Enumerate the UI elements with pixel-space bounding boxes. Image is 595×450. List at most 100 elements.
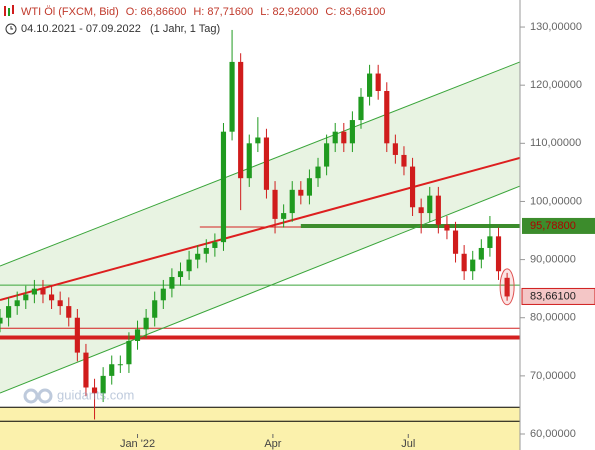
candle-body: [401, 154, 407, 167]
candle-body: [186, 259, 192, 272]
candle-body: [332, 131, 338, 144]
candle-body: [418, 207, 424, 214]
chart-title: WTI Öl (FXCM, Bid): [21, 6, 119, 18]
candle-body: [66, 306, 72, 318]
y-tick-label: 80,00000: [530, 312, 576, 324]
watermark-text: guidants.com: [57, 387, 134, 402]
candle-body: [6, 306, 12, 318]
candle-body: [255, 137, 261, 144]
x-tick-label: Apr: [264, 438, 281, 450]
zone: [0, 407, 520, 450]
candle-body: [392, 143, 398, 155]
y-tick-label: 110,00000: [530, 137, 581, 149]
candle-body: [134, 329, 141, 341]
icon: [8, 8, 10, 16]
candle-body: [349, 120, 355, 144]
candle-body: [289, 189, 295, 214]
candle-body: [444, 224, 450, 231]
candle-body: [452, 230, 459, 254]
last-price-label: 83,66100: [530, 290, 576, 302]
candle-body: [143, 317, 149, 330]
candle-body: [495, 236, 502, 272]
candle-body: [306, 178, 312, 196]
ohlc-label: H: 87,71600: [193, 6, 253, 18]
period: (1 Jahr, 1 Tag): [150, 23, 220, 35]
candle-body: [169, 277, 175, 289]
x-tick-label: Jan '22: [120, 438, 155, 450]
y-tick-label: 90,00000: [530, 253, 576, 265]
candle-body: [195, 253, 201, 260]
candle-body: [57, 300, 63, 307]
icon: [4, 6, 6, 16]
candle-body: [246, 143, 252, 179]
candle-body: [177, 271, 184, 278]
candle-body: [203, 247, 209, 254]
candle-body: [272, 189, 278, 219]
candle-body: [212, 242, 218, 248]
y-tick-label: 100,00000: [530, 195, 582, 207]
candle-body: [367, 73, 373, 97]
level-label: 95,78800: [530, 220, 576, 232]
candle-body: [298, 189, 304, 196]
candle-body: [478, 247, 484, 260]
candle-body: [83, 352, 89, 388]
icon: [12, 5, 14, 14]
plot-area: Jan '22 Apr Jul: [0, 29, 521, 450]
candle-body: [409, 166, 416, 208]
clock-icon: [10, 26, 13, 30]
y-axis: 60,00000 70,00000 80,00000 90,00000 100,0000…: [520, 21, 595, 440]
date-range: 04.10.2021 - 07.09.2022: [21, 23, 141, 35]
candle-body: [160, 288, 166, 301]
highlight: [499, 268, 515, 306]
clock-icon: [5, 23, 17, 35]
header: WTI Öl (FXCM, Bid) O: 86,86600 H: 87,7160…: [4, 5, 385, 35]
candle-body: [315, 166, 321, 179]
y-tick-label: 70,00000: [530, 370, 576, 382]
candle-body: [109, 364, 115, 376]
candle-body: [91, 387, 98, 394]
candle-body: [126, 340, 132, 365]
y-tick-label: 120,00000: [530, 79, 582, 91]
candle-body: [341, 131, 347, 144]
ohlc-label: L: 82,92000: [260, 6, 318, 18]
candle-body: [220, 131, 227, 243]
watermark: guidants.com: [23, 387, 134, 404]
candle-body: [48, 294, 55, 301]
candle-body: [263, 137, 270, 190]
ohlc-label: C: 83,66100: [325, 6, 385, 18]
candle-body: [31, 288, 37, 295]
candle-body: [40, 288, 46, 295]
candle-body: [281, 213, 287, 219]
ohlc-text: O: 86,86600 H: 87,71600 L: 82,92000 C: 83,6…: [126, 6, 386, 18]
candle-body: [100, 375, 106, 394]
candle-body: [74, 317, 80, 353]
level-label-box: [522, 217, 595, 234]
candle-body: [358, 96, 364, 121]
trend-line: [0, 156, 521, 301]
candle-body: [152, 300, 158, 318]
candle-body: [375, 73, 381, 91]
candle-body: [229, 61, 235, 132]
ohlc-label: O: 86,86600: [126, 6, 187, 18]
logo: [23, 388, 39, 404]
candle-body: [504, 277, 510, 297]
y-tick-label: 130,00000: [530, 21, 582, 33]
x-tick-label: Jul: [401, 438, 415, 450]
candle-body: [470, 259, 476, 272]
candle-body: [427, 195, 433, 214]
candle-body: [487, 236, 493, 248]
candle-body: [0, 317, 3, 324]
candle-body: [384, 90, 390, 144]
logo: [37, 388, 53, 404]
candle-body: [238, 61, 244, 179]
last-price-box: [521, 287, 595, 305]
candle-body: [23, 294, 29, 301]
candle-body: [461, 253, 467, 272]
candle-body: [324, 143, 330, 167]
candle-body: [435, 195, 441, 225]
candle-body: [14, 300, 20, 307]
trend-line: [0, 61, 521, 267]
y-tick-label: 60,00000: [530, 428, 576, 440]
candle-body: [117, 364, 123, 366]
